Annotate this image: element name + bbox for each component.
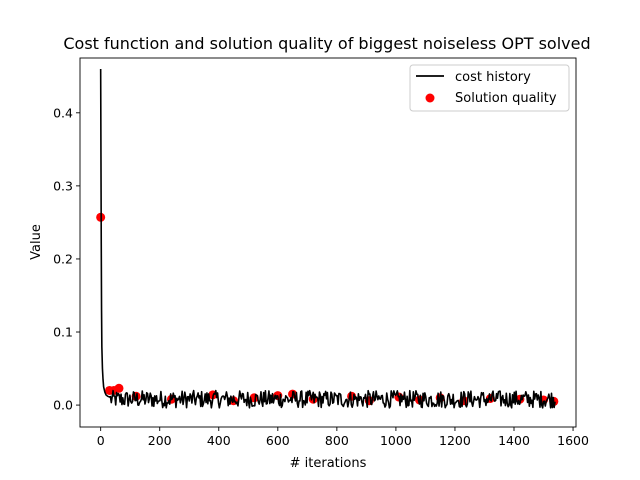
x-axis: 0 200 400 600 800 1000 1200 1400 1600 [97,427,589,448]
x-axis-label: # iterations [290,456,367,471]
x-tick-label: 800 [325,433,349,448]
legend: cost history Solution quality [409,64,570,112]
x-tick-label: 1400 [498,433,530,448]
x-tick-label: 400 [207,433,231,448]
y-tick-label: 0.4 [53,105,73,120]
y-axis-label: Value [29,224,44,260]
y-tick-label: 0.3 [53,178,73,193]
y-tick-label: 0.0 [53,398,73,413]
solution-quality-point [114,383,124,393]
legend-box [409,64,570,112]
x-tick-label: 200 [148,433,172,448]
plot-area [96,68,559,409]
plot-frame [79,57,577,428]
x-tick-label: 1600 [557,433,589,448]
x-tick-label: 1000 [380,433,412,448]
y-tick-label: 0.1 [53,325,73,340]
legend-label-solution-quality: Solution quality [455,91,557,106]
x-tick-label: 0 [97,433,105,448]
x-tick-label: 1200 [439,433,471,448]
x-tick-label: 600 [266,433,290,448]
y-axis: 0.0 0.1 0.2 0.3 0.4 [53,105,80,413]
cost-history-line [99,68,556,409]
legend-marker-swatch [425,93,435,103]
legend-label-cost-history: cost history [455,70,531,85]
y-tick-label: 0.2 [53,251,73,266]
chart-title: Cost function and solution quality of bi… [63,34,590,53]
